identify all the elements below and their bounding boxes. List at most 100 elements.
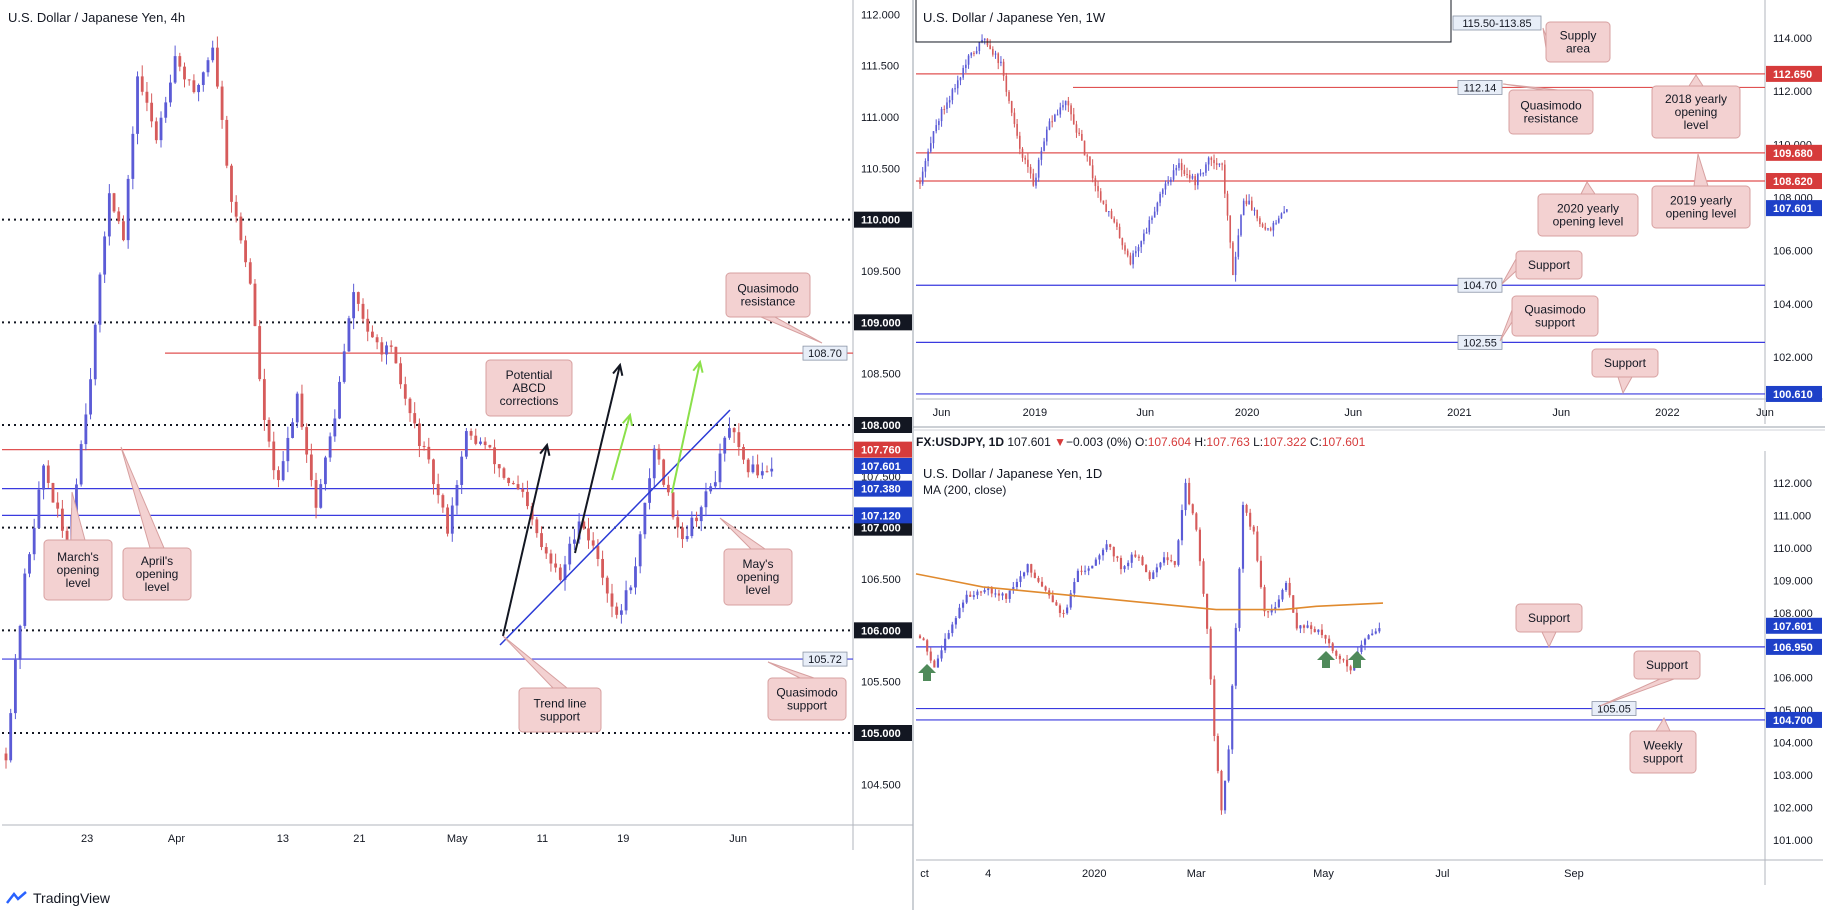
- weekly-candle-body: [1242, 200, 1245, 216]
- weekly-candle-body: [1191, 176, 1194, 179]
- weekly-candle-body: [1197, 174, 1199, 186]
- daily-candle-body: [1306, 625, 1309, 628]
- daily-candle-body: [1324, 635, 1327, 639]
- h4-candle-body: [582, 521, 586, 529]
- h4-candle-body: [277, 470, 280, 481]
- weekly-candle-body: [1083, 140, 1086, 156]
- supply-area-tag: [1452, 15, 1542, 31]
- h4-candle-body: [342, 351, 346, 382]
- h4-price-tag: [854, 441, 912, 458]
- h4-candle-body: [89, 379, 92, 415]
- daily-candle-body: [1378, 628, 1381, 632]
- daily-candle-body: [940, 650, 943, 659]
- h4-last-price-label: 107.601: [861, 461, 901, 473]
- callout-may-opening-pointer: [719, 517, 767, 550]
- daily-candle-body: [1022, 572, 1026, 577]
- callout-h4-quasimodo-resistance-box: [725, 272, 811, 318]
- h4-y-tick-label: 106.500: [861, 574, 901, 586]
- daily-candle-body: [1317, 629, 1320, 633]
- callout-h4-abcd-corrections-text: Potential: [506, 368, 553, 382]
- daily-candle-body: [1295, 612, 1298, 629]
- h4-candle-body: [230, 165, 233, 202]
- daily-candle-body: [1231, 685, 1234, 750]
- weekly-y-tick-label: 106.000: [1773, 246, 1813, 258]
- daily-candle-body: [1202, 561, 1205, 594]
- callout-2018-opening-pointer: [1688, 74, 1704, 87]
- callout-2019-opening-box: [1651, 185, 1751, 229]
- daily-candle-body: [997, 593, 1001, 596]
- daily-candle-body: [1026, 564, 1029, 573]
- weekly-candle-body: [1089, 156, 1091, 166]
- h4-price-tag-label: 107.000: [861, 523, 901, 535]
- h4-candle-body: [634, 566, 637, 588]
- weekly-candle-body: [1124, 245, 1126, 251]
- daily-candle-body: [1256, 531, 1259, 561]
- daily-candle-body: [1335, 650, 1338, 656]
- callout-weekly-support-2: Support: [1591, 348, 1659, 395]
- daily-candle-body: [1292, 595, 1295, 613]
- h4-candle-body: [732, 428, 736, 433]
- supply-area-tag-label: 115.50-113.85: [1462, 18, 1531, 30]
- h4-candle-body: [352, 292, 356, 319]
- h4-candle-body: [258, 326, 262, 380]
- weekly-candle-body: [1261, 224, 1264, 227]
- daily-candle-body: [1191, 504, 1194, 514]
- daily-y-tick-label: 111.000: [1773, 510, 1811, 522]
- daily-candle-body: [1105, 544, 1108, 550]
- tradingview-logo: TradingView: [6, 890, 110, 906]
- h4-candle-body: [178, 56, 182, 67]
- h4-candle-body: [324, 457, 327, 485]
- h4-candle-body: [479, 441, 482, 444]
- daily-candle-body: [1252, 526, 1255, 532]
- h4-candle-body: [469, 431, 473, 436]
- h4-candle-body: [9, 713, 13, 761]
- h4-price-tag: [854, 519, 912, 536]
- daily-candle-body: [1180, 510, 1184, 541]
- daily-candle-body: [1216, 735, 1219, 771]
- weekly-candle-body: [1035, 177, 1037, 186]
- h4-candle-body: [37, 489, 41, 528]
- callout-trend-line-support-text: Trend line: [534, 697, 587, 711]
- h4-x-tick-label: 23: [81, 833, 93, 845]
- callout-daily-support-2-text: Support: [1646, 658, 1689, 672]
- h4-candle-body: [347, 318, 351, 352]
- weekly-candle-body: [1016, 123, 1018, 136]
- callout-weekly-quasimodo-support-text: support: [1535, 316, 1576, 330]
- weekly-candle-body: [1108, 211, 1110, 213]
- weekly-candle-body: [1134, 251, 1137, 254]
- daily-candle-body: [1331, 643, 1334, 651]
- h4-candle-body: [42, 465, 45, 490]
- callout-march-opening-box: [43, 539, 113, 601]
- callout-h4-quasimodo-support-text: Quasimodo: [776, 686, 838, 700]
- daily-candle-body: [1227, 749, 1230, 781]
- h4-candle-body: [248, 262, 252, 284]
- h4-y-tick-label: 107.500: [861, 471, 901, 483]
- weekly-candle-body: [1013, 112, 1016, 124]
- daily-candle-body: [994, 593, 997, 595]
- h4-price-tag: [854, 507, 912, 524]
- h4-candle-body: [333, 418, 337, 437]
- h4-candle-body: [558, 567, 562, 580]
- h4-candle-body: [51, 482, 55, 503]
- h4-candle-body: [432, 459, 435, 485]
- daily-x-tick-label: Mar: [1187, 868, 1206, 880]
- callout-april-opening-box: [122, 547, 192, 601]
- weekly-candle-body: [1259, 218, 1261, 225]
- weekly-y-tick-label: 114.000: [1773, 33, 1812, 45]
- daily-candle-body: [961, 602, 965, 608]
- h4-candle-body: [192, 80, 196, 93]
- daily-candle-body: [1044, 586, 1047, 591]
- h4-candle-body: [75, 484, 78, 516]
- h4-candle-body: [300, 393, 304, 428]
- weekly-candle-body: [965, 64, 967, 68]
- h4-candle-body: [239, 216, 243, 241]
- daily-candle-body: [979, 591, 983, 593]
- weekly-candle-body: [975, 50, 978, 54]
- daily-candle-body: [922, 638, 925, 641]
- callout-weekly-quasimodo-support-box: [1511, 295, 1599, 337]
- callout-2019-opening-text: 2019 yearly: [1670, 194, 1732, 208]
- daily-candle-body: [1267, 611, 1270, 613]
- daily-candle-body: [1084, 570, 1087, 572]
- weekly-candle-body: [948, 100, 951, 103]
